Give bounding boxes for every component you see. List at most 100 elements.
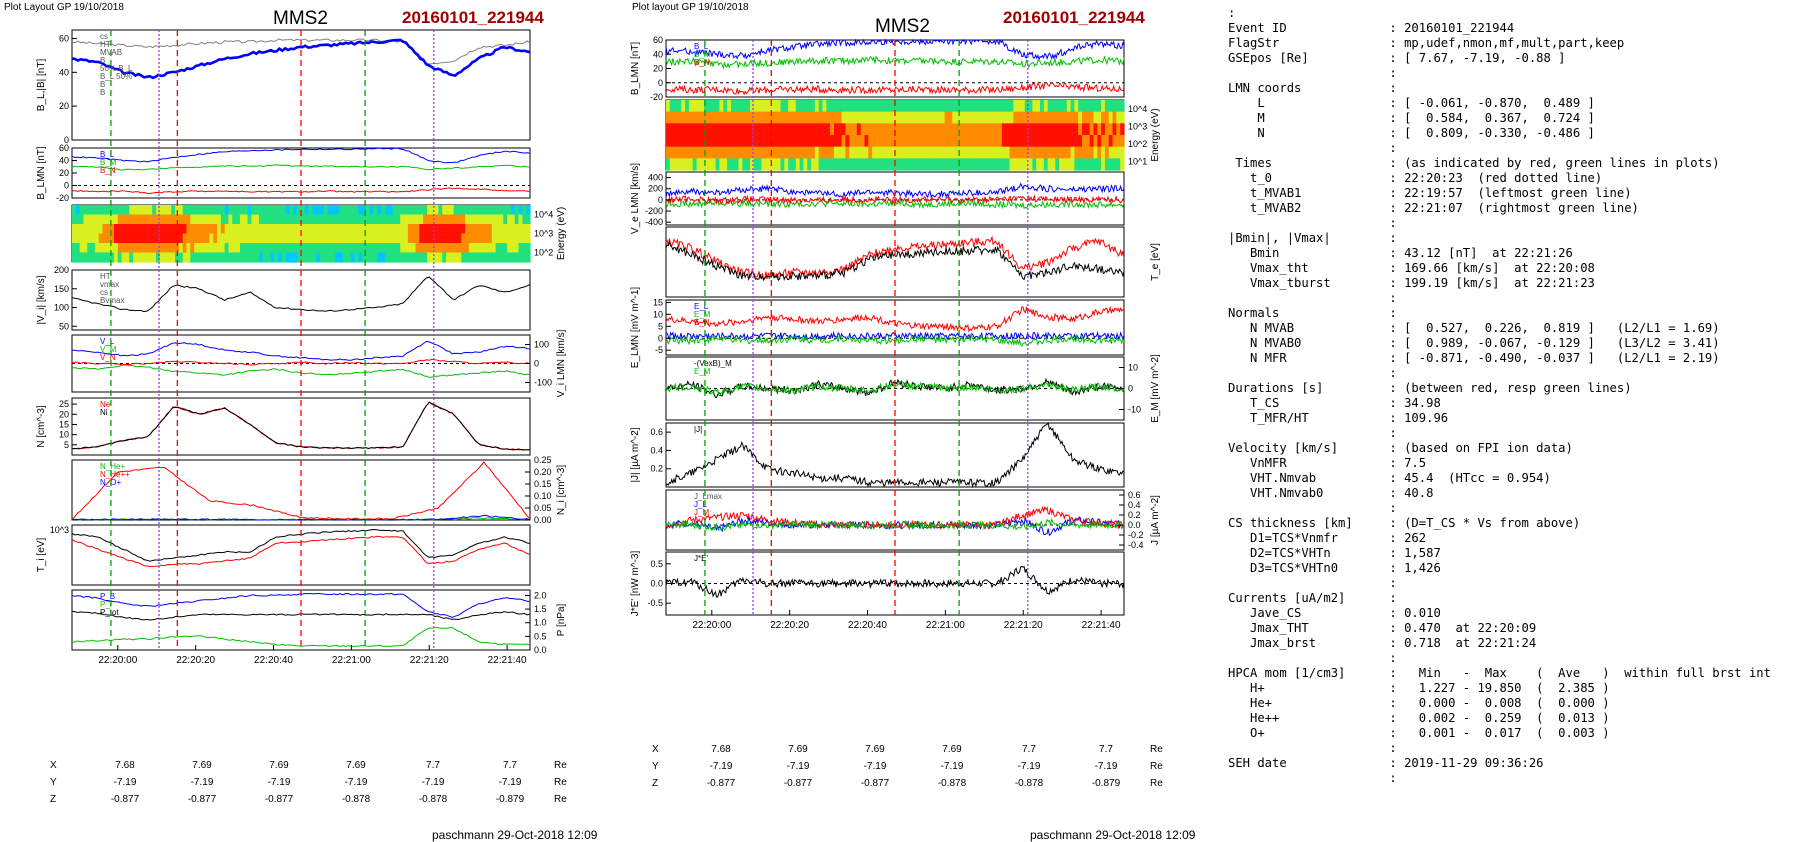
legend-entry: B_L 50% [100, 72, 132, 81]
x-tick-label: 22:21:40 [1082, 620, 1121, 631]
spectrogram-cell [148, 233, 153, 244]
page2-header: Plot layout GP 19/10/2018 [632, 2, 749, 13]
spectrogram-cell [400, 252, 405, 263]
spectrogram-cell [217, 233, 222, 244]
spectrogram-cell [362, 205, 367, 216]
spectrogram-cell [480, 224, 485, 235]
spectrogram-cell [830, 100, 835, 113]
info-line: : [1228, 66, 1397, 80]
spectrogram-cell [906, 111, 911, 124]
legend-entry: V_N [100, 353, 116, 362]
spectrogram-cell [110, 224, 115, 235]
spectrogram-cell [507, 205, 512, 216]
spectrogram-cell [323, 205, 329, 216]
spectrogram-cell [354, 233, 359, 244]
spectrogram-cell [765, 158, 770, 171]
spectrogram-cell [171, 224, 176, 235]
spectrogram-cell [289, 252, 294, 263]
spectrogram-cell [446, 214, 451, 225]
spectrogram-cell [155, 233, 161, 244]
spectrogram-cell [404, 243, 409, 254]
spectrogram-cell [72, 205, 77, 216]
spectrogram-cell [799, 111, 804, 124]
spectrogram-cell [270, 224, 275, 235]
y-axis-label: T_i [eV] [36, 538, 47, 573]
spectrogram-cell [503, 205, 508, 216]
info-line: He++ : 0.002 - 0.259 ( 0.013 ) [1228, 711, 1610, 725]
spectrogram-cell [772, 123, 778, 136]
spectrogram-cell [875, 123, 881, 136]
spectrogram-cell [125, 243, 130, 254]
spectrogram-cell [715, 111, 721, 124]
spectrogram-cell [102, 224, 107, 235]
spectrogram-cell [872, 100, 877, 113]
spectrogram-cell [400, 214, 405, 225]
spectrogram-cell [491, 205, 497, 216]
spectrogram-cell [975, 111, 980, 124]
spectrogram-cell [113, 243, 119, 254]
spectrogram-cell [685, 146, 690, 159]
spectrogram-cell [388, 252, 394, 263]
spectrogram-cell [818, 146, 824, 159]
spectrogram-cell [994, 158, 999, 171]
spectrogram-cell [388, 233, 394, 244]
spectrogram-cell [377, 233, 382, 244]
spectrogram-cell [952, 111, 957, 124]
spectrogram-cell [304, 224, 310, 235]
spectrogram-cell [1047, 135, 1053, 148]
spectrogram-cell [757, 158, 763, 171]
spectrogram-cell [373, 205, 378, 216]
spectrogram-cell [278, 243, 283, 254]
spectrogram-cell [936, 158, 942, 171]
spectrogram-cell [274, 252, 279, 263]
spectrogram-cell [384, 224, 390, 235]
spectrogram-cell [342, 252, 348, 263]
spectrogram-cell [197, 243, 203, 254]
spectrogram-cell [281, 224, 287, 235]
spectrogram-cell [971, 158, 976, 171]
spectrogram-cell [91, 224, 96, 235]
spectrogram-cell [304, 233, 310, 244]
spectrogram-cell [75, 224, 81, 235]
spectrogram-cell [772, 146, 778, 159]
spectrogram-cell [933, 135, 938, 148]
spectrogram-cell [457, 205, 462, 216]
spectrogram-cell [1074, 158, 1079, 171]
spectrogram-cell [186, 205, 191, 216]
spectrogram-cell [526, 252, 531, 263]
spectrogram-cell [849, 111, 854, 124]
spectrogram-cell [975, 100, 980, 113]
spectrogram-cell [83, 205, 88, 216]
legend-entry: B_M [100, 158, 117, 167]
spectrogram-cell [392, 205, 398, 216]
spectrogram-cell [465, 243, 470, 254]
panel-frame [665, 299, 1125, 356]
spectrogram-cell [255, 233, 260, 244]
y-axis-label: N [cm^-3] [36, 405, 47, 448]
spectrogram-cell [308, 214, 314, 225]
position-cell: -7.19 [863, 761, 887, 772]
spectrogram-cell [749, 111, 755, 124]
spectrogram-cell [1017, 135, 1022, 148]
spectrogram-cell [331, 243, 336, 254]
spectrogram-cell [350, 205, 356, 216]
legend-entry: V_L [100, 337, 115, 346]
spectrogram-cell [480, 205, 485, 216]
spectrogram-cell [125, 205, 130, 216]
spectrogram-cell [205, 205, 210, 216]
spectrogram-cell [1097, 135, 1102, 148]
legend-entry: HT [100, 272, 111, 281]
spectrogram-cell [274, 233, 279, 244]
spectrogram-cell [465, 224, 470, 235]
info-line: N MVAB : [ 0.527, 0.226, 0.819 ] (L2/L1 … [1228, 321, 1720, 335]
spectrogram-cell [213, 214, 218, 225]
spectrogram-cell [171, 252, 176, 263]
spectrogram-cell [1078, 123, 1083, 136]
spectrogram-cell [948, 135, 953, 148]
spectrogram-cell [476, 233, 481, 244]
spectrogram-cell [247, 214, 252, 225]
spectrogram-cell [396, 205, 401, 216]
spectrogram-cell [1024, 111, 1030, 124]
legend-entry: Ni [100, 408, 108, 417]
spectrogram-cell [262, 224, 268, 235]
